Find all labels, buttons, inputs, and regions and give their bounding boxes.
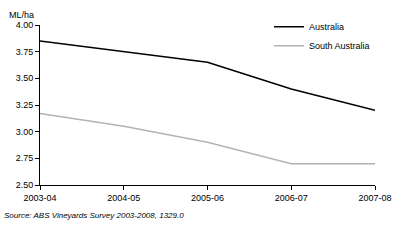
svg-text:3.00: 3.00: [16, 127, 34, 137]
svg-text:2006-07: 2006-07: [275, 193, 308, 203]
svg-text:2004-05: 2004-05: [107, 193, 140, 203]
svg-text:2005-06: 2005-06: [191, 193, 224, 203]
svg-text:3.50: 3.50: [16, 73, 34, 83]
svg-text:3.25: 3.25: [16, 100, 34, 110]
svg-text:ML/ha: ML/ha: [9, 10, 34, 20]
svg-text:2007-08: 2007-08: [358, 193, 391, 203]
svg-text:Source: ABS Vineyards Survey 2: Source: ABS Vineyards Survey 2003-2008, …: [4, 211, 184, 220]
svg-text:4.00: 4.00: [16, 20, 34, 30]
svg-text:2.50: 2.50: [16, 180, 34, 190]
svg-text:2003-04: 2003-04: [23, 193, 56, 203]
svg-text:3.75: 3.75: [16, 47, 34, 57]
svg-text:South Australia: South Australia: [309, 41, 370, 51]
svg-text:2.75: 2.75: [16, 153, 34, 163]
svg-text:Australia: Australia: [309, 22, 344, 32]
